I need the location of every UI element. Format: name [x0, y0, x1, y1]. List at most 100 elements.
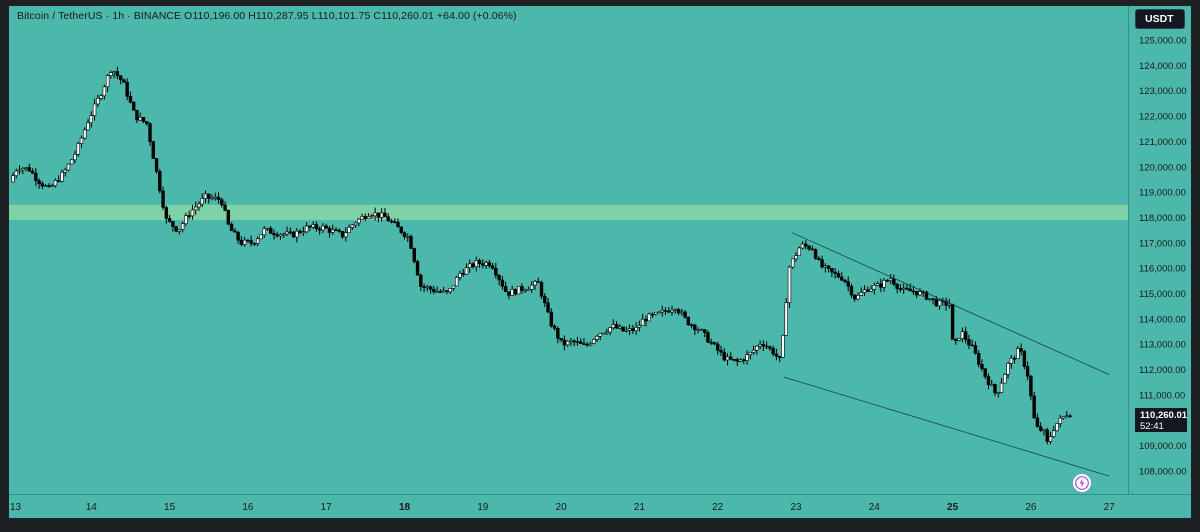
candle-down [37, 180, 41, 184]
candle-down [559, 337, 563, 341]
candle-down [438, 291, 443, 293]
candle-up [660, 309, 664, 313]
candle-down [288, 231, 293, 234]
candle-up [451, 285, 456, 289]
trendline-lower[interactable] [784, 376, 1110, 477]
candle-down [983, 368, 987, 377]
candle-up [624, 329, 629, 332]
candle-up [347, 227, 351, 234]
candle-up [331, 229, 335, 233]
candle-up [448, 288, 452, 293]
candle-up [565, 340, 570, 346]
price-tick-label: 124,000.00 [1139, 61, 1187, 72]
candle-up [102, 86, 107, 97]
candle-up [285, 231, 289, 235]
price-tick-label: 122,000.00 [1139, 112, 1187, 123]
candle-up [262, 228, 266, 236]
candle-up [1016, 348, 1020, 359]
candle-down [976, 353, 981, 365]
candle-up [592, 339, 596, 344]
candle-down [148, 123, 152, 142]
candle-up [800, 243, 805, 249]
candle-up [823, 265, 828, 268]
candle-down [853, 294, 857, 300]
candle-down [549, 311, 554, 327]
currency-button[interactable]: USDT [1135, 9, 1185, 29]
candle-down [154, 158, 159, 172]
candle-down [908, 288, 912, 292]
time-tick-label: 13 [10, 502, 22, 513]
candle-up [194, 206, 198, 211]
candle-up [1048, 436, 1053, 442]
candle-up [180, 223, 185, 230]
candle-up [109, 72, 113, 76]
time-tick-label: 24 [869, 502, 881, 513]
candle-up [523, 289, 527, 292]
candle-down [246, 239, 250, 242]
candle-up [657, 311, 661, 314]
candle-down [895, 283, 899, 289]
candle-up [73, 154, 77, 161]
candle-down [174, 226, 178, 232]
candle-down [830, 268, 834, 273]
candle-up [781, 335, 785, 358]
symbol-ohlc-header: Bitcoin / TetherUS · 1h · BINANCE O110,1… [17, 10, 517, 22]
lightning-bolt-icon[interactable] [1073, 474, 1091, 492]
candle-up [533, 281, 537, 286]
candle-down [432, 289, 436, 293]
candle-up [43, 185, 48, 187]
candle-up [1042, 429, 1046, 432]
candle-up [856, 295, 860, 300]
candle-up [99, 95, 103, 99]
candle-down [924, 291, 929, 300]
candle-down [34, 172, 38, 182]
bar-countdown: 52:41 [1140, 421, 1164, 432]
trendline-group[interactable] [784, 232, 1110, 477]
candle-up [1006, 363, 1010, 375]
resistance-zone[interactable] [9, 204, 1128, 221]
candle-up [605, 331, 609, 334]
candle-up [888, 278, 893, 282]
candle-down [826, 265, 831, 269]
candle-down [30, 170, 35, 174]
candle-down [843, 279, 847, 282]
price-tick-label: 116,000.00 [1139, 264, 1186, 275]
candle-up [66, 163, 71, 171]
candle-up [282, 233, 286, 236]
candle-up [634, 327, 638, 331]
candle-down [774, 353, 779, 357]
price-axis-divider [1128, 6, 1129, 494]
candle-up [210, 197, 214, 200]
candle-down [905, 287, 909, 290]
candle-down [846, 281, 850, 287]
candle-down [223, 204, 227, 211]
candle-down [115, 71, 120, 77]
candle-down [715, 343, 720, 351]
candle-down [820, 259, 824, 268]
candle-up [797, 247, 801, 256]
candle-down [220, 199, 224, 206]
price-tick-label: 114,000.00 [1139, 314, 1186, 325]
price-tick-label: 117,000.00 [1139, 238, 1186, 249]
candle-up [673, 309, 677, 311]
candle-up [1065, 415, 1069, 418]
candle-down [676, 309, 681, 314]
time-axis: 13 14 15 16 17 18 19 20 21 22 23 24 25 26 27 [10, 502, 1115, 513]
candle-up [454, 277, 459, 287]
price-tick-label: 121,000.00 [1139, 137, 1187, 148]
candle-up [366, 216, 371, 219]
candle-down [383, 212, 387, 218]
candle-down [249, 240, 253, 244]
candle-down [810, 248, 815, 251]
candle-up [947, 303, 952, 306]
candle-down [552, 325, 557, 329]
candle-up [918, 291, 922, 296]
candle-up [680, 311, 684, 314]
trendline-upper[interactable] [791, 232, 1110, 376]
candle-up [357, 218, 361, 224]
candle-down [461, 272, 465, 275]
candle-up [1003, 374, 1007, 384]
candle-up [17, 169, 22, 172]
